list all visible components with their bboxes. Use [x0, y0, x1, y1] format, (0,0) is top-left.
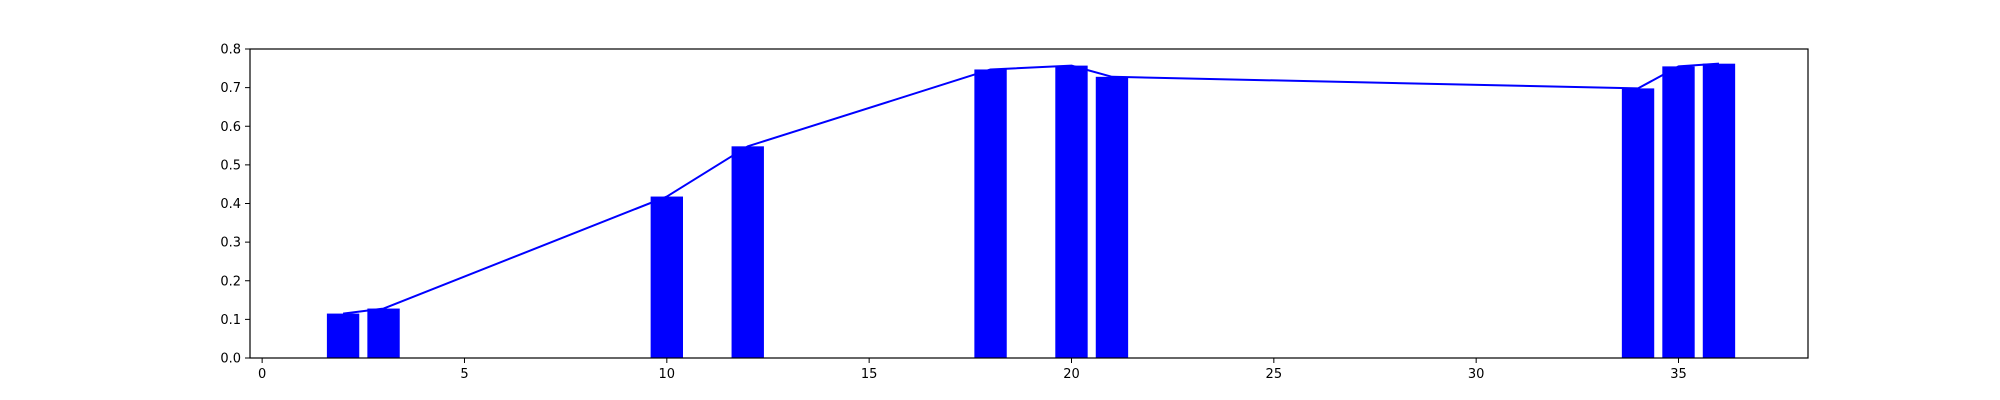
x-tick-label: 10 — [659, 367, 676, 382]
bar — [1702, 63, 1736, 359]
y-tick-label: 0.5 — [220, 158, 241, 173]
bar — [1095, 76, 1129, 358]
x-tick-label: 0 — [258, 367, 266, 382]
x-tick-label: 30 — [1468, 367, 1485, 382]
bar — [650, 196, 683, 358]
bar — [326, 313, 360, 358]
y-tick-label: 0.7 — [220, 81, 241, 96]
x-tick-label: 20 — [1063, 367, 1080, 382]
bar-series — [326, 63, 1736, 359]
y-tick-label: 0.2 — [220, 274, 241, 289]
bar — [1055, 65, 1088, 359]
y-tick-label: 0.4 — [220, 197, 241, 212]
bar — [367, 308, 400, 358]
x-tick-label: 15 — [861, 367, 878, 382]
bar — [1662, 66, 1695, 358]
bar — [1621, 88, 1655, 359]
y-tick-label: 0.0 — [220, 352, 241, 367]
x-tick-label: 35 — [1670, 367, 1687, 382]
y-tick-label: 0.6 — [220, 120, 241, 135]
line-series — [342, 62, 1720, 315]
series-line — [342, 62, 1720, 315]
y-tick-label: 0.3 — [220, 236, 241, 251]
axes: 0 5 10 15 20 25 30 35 0.0 0.1 0.2 0.3 0.4 0.5 0.6 0.7 0.… — [220, 43, 1809, 382]
bar — [974, 69, 1007, 358]
x-tick-label: 25 — [1266, 367, 1283, 382]
y-tick-label: 0.8 — [220, 43, 241, 58]
plot-frame — [249, 48, 1809, 359]
x-tick-label: 5 — [460, 367, 468, 382]
bar — [731, 146, 764, 358]
y-tick-label: 0.1 — [220, 313, 241, 328]
